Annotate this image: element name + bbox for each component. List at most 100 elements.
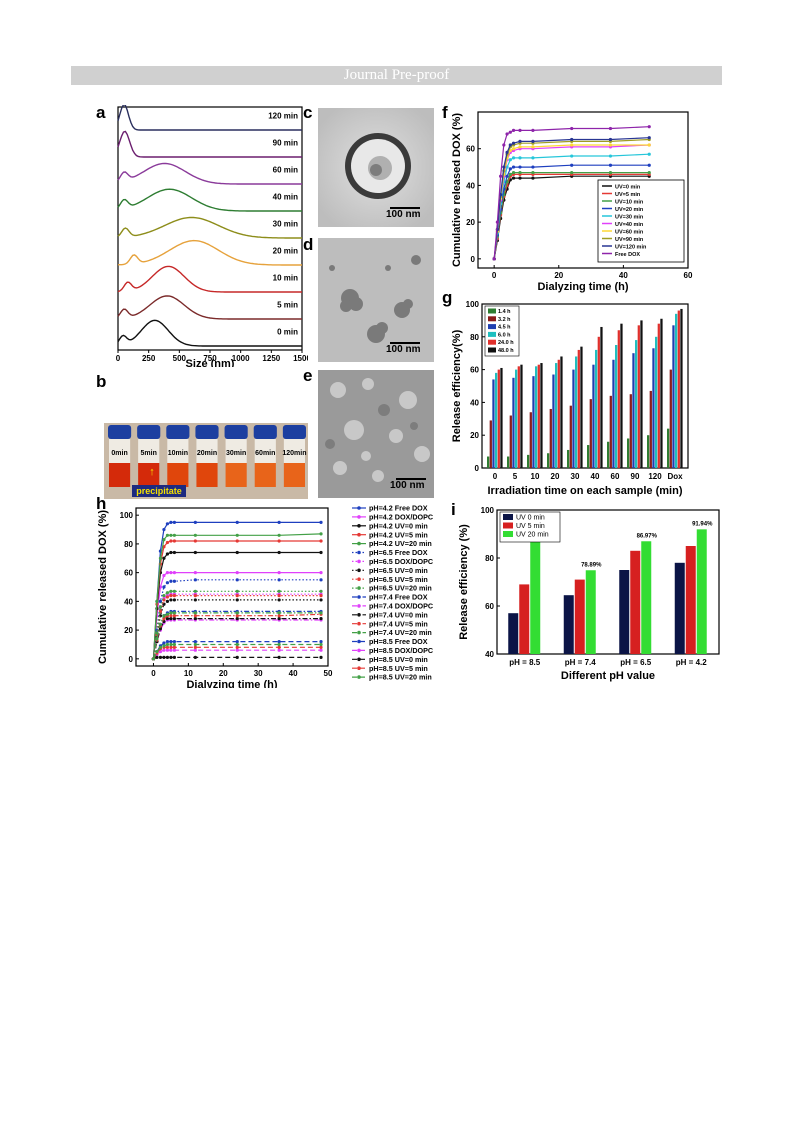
data-point [531,128,535,132]
legend-label-h: pH=8.5 DOX/DOPC [369,646,433,655]
legend-label-i: UV 20 min [516,532,549,539]
legend-marker-h [357,639,361,644]
x-tick-label-h: 30 [254,669,263,678]
legend-label-f: Free DOX [615,252,640,258]
bar-g [680,308,683,468]
data-point [165,571,170,575]
x-tick-label-i: pH = 6.5 [620,658,651,667]
bar-g [672,325,675,468]
data-point [647,163,651,167]
data-point [162,655,166,659]
data-point [172,611,176,615]
vial-label: 0min [111,450,127,457]
dls-curve-label: 20 min [273,246,298,255]
data-point [570,126,574,131]
data-point [193,645,197,649]
bar-g [552,374,555,468]
vial-cap [253,425,277,439]
data-point [162,556,166,560]
vial-liquid [254,463,276,487]
data-point [158,650,163,654]
data-point [193,578,197,582]
legend-marker-h [357,550,361,555]
data-point [518,176,522,180]
data-point [319,617,323,621]
data-point [277,611,281,615]
precipitate-label: precipitate [136,486,182,496]
data-point [172,614,176,618]
data-point [172,642,176,647]
legend-label-h: pH=7.4 Free DOX [369,593,428,602]
data-point [505,132,509,136]
data-point [155,650,159,654]
bar-annotation-i: 91.94% [692,521,713,527]
panel-label-e: e [303,366,313,385]
bar-g [677,310,680,468]
data-point [165,655,170,659]
legend-label-h: pH=8.5 UV=5 min [369,664,428,673]
vial-liquid [138,463,160,487]
tem-d-aggregates [318,238,434,362]
legend-marker-h [357,595,361,599]
data-point [165,612,170,616]
data-point [511,141,516,145]
data-point [319,539,323,543]
data-point [277,598,281,602]
data-point [277,571,281,575]
legend-label-i: UV 5 min [516,523,545,530]
data-point [235,578,239,582]
legend-label-h: pH=7.4 UV=0 min [369,610,428,619]
panel-label-c: c [303,103,313,122]
y-axis-label-i: Release efficiency (%) [458,524,470,640]
legend-swatch-g [488,308,496,314]
data-point [319,639,323,644]
data-point [235,655,239,659]
bar-i [508,613,519,654]
data-point [235,614,239,618]
bar-i [585,570,596,654]
data-point [165,642,170,647]
x-axis-label-g: Irradiation time on each sample (min) [488,485,683,497]
x-tick-label-g: 90 [631,472,640,481]
legend-marker-h [357,666,361,670]
bar-i [530,533,541,654]
panel-c-tem-image: 100 nm [318,108,434,227]
panel-label-h: h [96,494,107,513]
data-point [277,533,281,537]
x-tick-label-a: 1500 [293,354,308,363]
data-point [647,170,651,175]
data-point [172,655,176,659]
data-point [172,589,176,593]
data-point [193,614,197,618]
dls-curve [117,130,302,158]
y-tick-label-g: 100 [466,300,480,309]
y-tick-label-i: 40 [485,650,494,659]
data-point [235,617,239,621]
bar-i [685,546,696,654]
panel-label-b: b [96,372,107,391]
legend-marker-h [357,657,361,662]
data-point [319,589,323,593]
data-point [162,527,166,532]
dls-curve-label: 5 min [277,300,298,309]
data-point [499,174,503,178]
bar-i [619,570,630,654]
bar-g [632,353,635,468]
data-point [518,170,522,175]
y-tick-label-h: 60 [124,569,133,578]
bar-g [532,376,535,468]
bar-g [569,405,572,468]
data-point [511,176,516,180]
panel-g-release-efficiency-chart: 0 20 40 60 80 100 0 5 10 20 30 40 60 90 120 Dox Irradiat… [451,300,689,497]
bar-i [641,541,652,654]
data-point [169,594,173,598]
plot-frame-h [135,507,329,667]
data-point [570,170,574,175]
data-point [495,220,499,224]
bar-g [549,408,552,468]
data-point [319,648,323,652]
data-point [162,538,166,542]
data-point [508,158,512,162]
bar-i [674,562,685,654]
x-tick-label-g: 20 [551,472,560,481]
